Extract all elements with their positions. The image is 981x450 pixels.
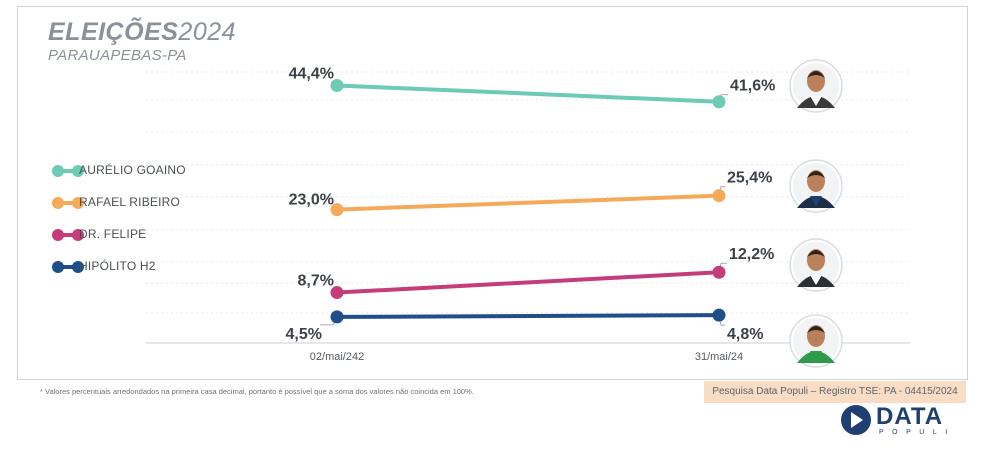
series-rafael-ribeiro: 23,0% 25,4% [289, 170, 772, 217]
logo-subtext: POPULI [879, 429, 956, 436]
avatar-collar [810, 351, 822, 361]
legend-line [58, 201, 78, 205]
chart-header: ELEIÇÕES2024 PARAUAPEBAS-PA [48, 18, 236, 64]
avatar-hair [807, 250, 825, 257]
legend-line [58, 169, 78, 173]
legend-label: DR. FELIPE [79, 227, 147, 241]
data-point [712, 189, 726, 203]
legend-dot [72, 261, 84, 273]
series-hip-lito-h2: 4,5% 4,8% [286, 308, 763, 343]
legend-marker [52, 261, 84, 273]
legend-label: AURÉLIO GOAINO [79, 163, 186, 177]
data-label: 8,7% [298, 273, 334, 290]
chart-title: ELEIÇÕES2024 [48, 18, 237, 46]
avatar-aurelio-goaino [789, 59, 843, 113]
x-tick-label: 31/mai/24 [695, 351, 743, 363]
data-label: 44,4% [289, 65, 334, 82]
data-point [330, 203, 344, 217]
series-dr-felipe: 8,7% 12,2% [298, 246, 774, 300]
data-label: 12,2% [729, 246, 774, 263]
data-label: 4,8% [727, 326, 763, 343]
series-line [335, 313, 721, 319]
footnote: * Valores percentuais arredondados na pr… [40, 387, 474, 396]
data-point [712, 265, 726, 279]
chart-subtitle: PARAUAPEBAS-PA [48, 47, 187, 64]
avatar-hair [807, 71, 825, 78]
legend-dot [52, 229, 64, 241]
legend-dot [72, 197, 84, 209]
avatar-hair [807, 171, 825, 178]
series-line [335, 193, 721, 212]
legend-label: RAFAEL RIBEIRO [79, 195, 181, 209]
series-line [335, 83, 721, 104]
series-aur-lio-goaino: 44,4% 41,6% [289, 65, 775, 109]
legend-dot [52, 197, 64, 209]
data-point [330, 286, 344, 300]
data-label: 4,5% [286, 326, 322, 343]
data-label: 25,4% [727, 170, 772, 187]
avatar-rafael-ribeiro [789, 159, 843, 213]
data-point [330, 78, 344, 92]
avatar-collar [810, 275, 822, 285]
legend-dot [72, 229, 84, 241]
legend-marker [52, 165, 84, 177]
data-label: 23,0% [289, 192, 334, 209]
data-populi-logo: DATA POPULI [839, 403, 965, 439]
data-populi-logo-icon [841, 405, 871, 435]
source-note: Pesquisa Data Populi – Registro TSE: PA … [704, 381, 966, 403]
data-point [712, 95, 726, 109]
data-label: 41,6% [730, 78, 775, 95]
legend-dot [52, 165, 64, 177]
data-point [712, 308, 726, 322]
avatar-collar [810, 196, 822, 206]
legend-line [58, 265, 78, 269]
legend-marker [52, 197, 84, 209]
avatar-collar [810, 96, 822, 106]
avatar-hipolito-h2 [789, 314, 843, 368]
avatar-hair [807, 326, 825, 333]
legend-dot [72, 165, 84, 177]
series-line [335, 270, 721, 295]
avatar-dr-felipe [789, 238, 843, 292]
data-point [330, 310, 344, 324]
logo-mark [851, 412, 863, 428]
legend-line [58, 233, 78, 237]
legend-label: HIPÓLITO H2 [79, 259, 156, 273]
legend-dot [52, 261, 64, 273]
logo-text: DATA [876, 403, 944, 430]
x-tick-label: 02/mai/242 [310, 351, 364, 363]
legend-marker [52, 229, 84, 241]
